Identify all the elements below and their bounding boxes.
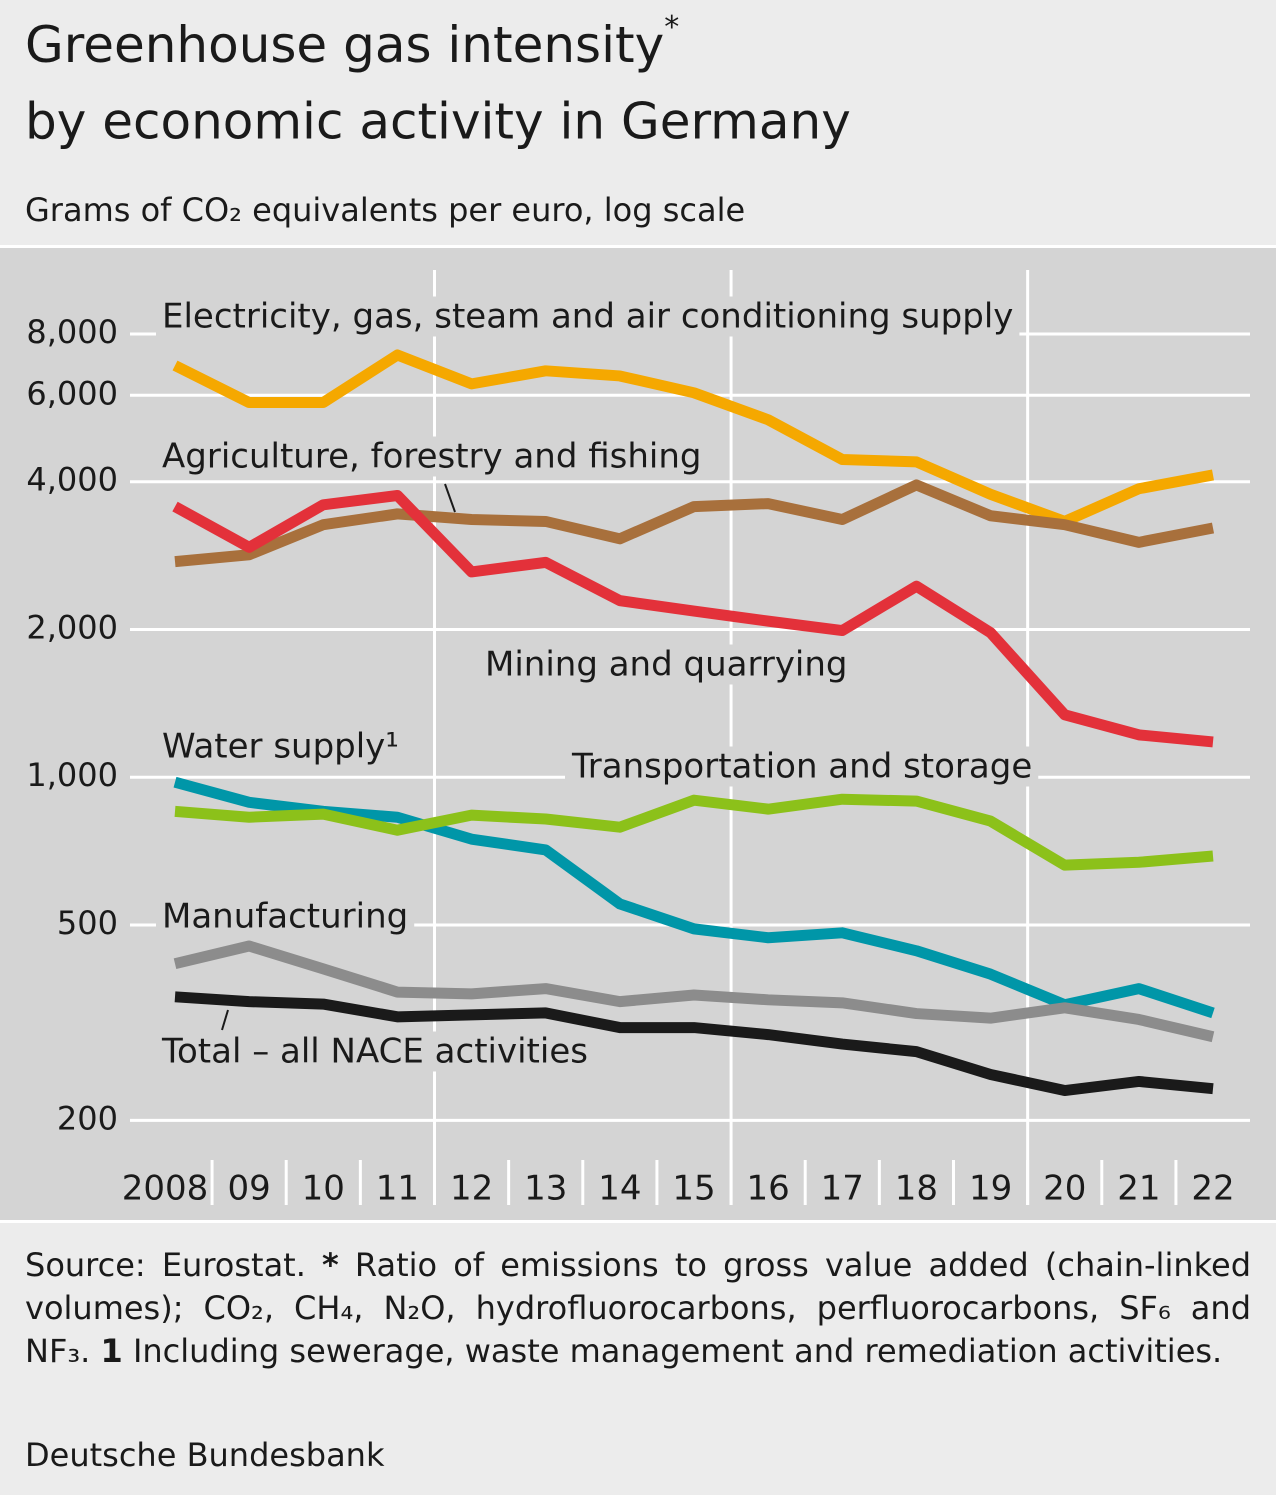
separator: [0, 245, 1276, 248]
x-tick-label: 20: [1043, 1169, 1086, 1209]
leader-line: [221, 1009, 229, 1031]
title-line: Greenhouse gas intensity: [25, 16, 664, 74]
series-label: Transportation and storage: [571, 747, 1032, 787]
series-label: Water supply¹: [162, 727, 399, 767]
y-tick-label: 1,000: [26, 756, 118, 794]
label-background: [156, 896, 415, 937]
x-tick-label: 16: [747, 1169, 790, 1209]
x-tick-label: 14: [598, 1169, 641, 1209]
subtitle: Grams of CO₂ equivalents per euro, log s…: [25, 191, 745, 229]
x-tick-label: 21: [1117, 1169, 1160, 1209]
x-tick-label: 2008: [122, 1169, 209, 1209]
label-background: [156, 296, 1020, 337]
series-line: [173, 940, 1215, 1043]
y-tick-label: 500: [57, 904, 118, 942]
source: Source: Eurostat.: [25, 1246, 306, 1284]
note-mark: *: [322, 1246, 339, 1284]
series-line: [172, 489, 1214, 748]
x-tick-label: 10: [302, 1169, 345, 1209]
chart: Greenhouse gas intensity* by economic ac…: [0, 9, 1276, 1223]
label-background: [565, 746, 1039, 787]
label-background: [156, 726, 405, 767]
note: Ratio of emissions to gross value added …: [25, 1246, 1252, 1370]
x-tick-label: 11: [376, 1169, 419, 1209]
chart-title: Greenhouse gas intensity*: [25, 10, 679, 74]
x-tick-label: 19: [969, 1169, 1012, 1209]
x-tick-label: 09: [228, 1169, 271, 1209]
credit: Deutsche Bundesbank: [25, 1436, 385, 1474]
footnote: Including sewerage, waste management and…: [132, 1332, 1223, 1370]
x-tick-label: 18: [895, 1169, 938, 1209]
series-label: Manufacturing: [162, 897, 408, 937]
label-background: [155, 1031, 594, 1072]
y-tick-label: 4,000: [26, 461, 118, 499]
y-tick-label: 2,000: [26, 608, 118, 646]
series-label: Total – all NACE activities: [161, 1032, 588, 1072]
label-background: [156, 436, 708, 477]
series-label: Agriculture, forestry and fishing: [162, 437, 702, 477]
y-tick-label: 8,000: [26, 313, 118, 351]
series-line: [174, 479, 1215, 568]
title-mark: *: [664, 10, 679, 45]
x-tick-label: 22: [1191, 1169, 1234, 1209]
y-tick-label: 200: [57, 1099, 118, 1137]
series-label: Electricity, gas, steam and air conditio…: [162, 297, 1013, 337]
leader-line: [444, 483, 456, 513]
y-tick-label: 6,000: [26, 374, 118, 412]
label-background: [479, 644, 854, 685]
series-line: [174, 793, 1214, 871]
chart-title: by economic activity in Germany: [25, 93, 851, 151]
x-tick-label: 15: [672, 1169, 715, 1209]
series-label: Mining and quarrying: [485, 645, 848, 685]
footer: Source: Eurostat. * Ratio of emissions t…: [25, 1244, 1251, 1373]
series-line: [173, 776, 1215, 1019]
x-tick-label: 13: [524, 1169, 567, 1209]
footnote-mark: 1: [100, 1332, 123, 1370]
separator: [0, 1220, 1276, 1223]
x-tick-label: 17: [821, 1169, 864, 1209]
series-line: [172, 349, 1215, 527]
series-line: [174, 991, 1214, 1097]
x-tick-label: 12: [450, 1169, 493, 1209]
